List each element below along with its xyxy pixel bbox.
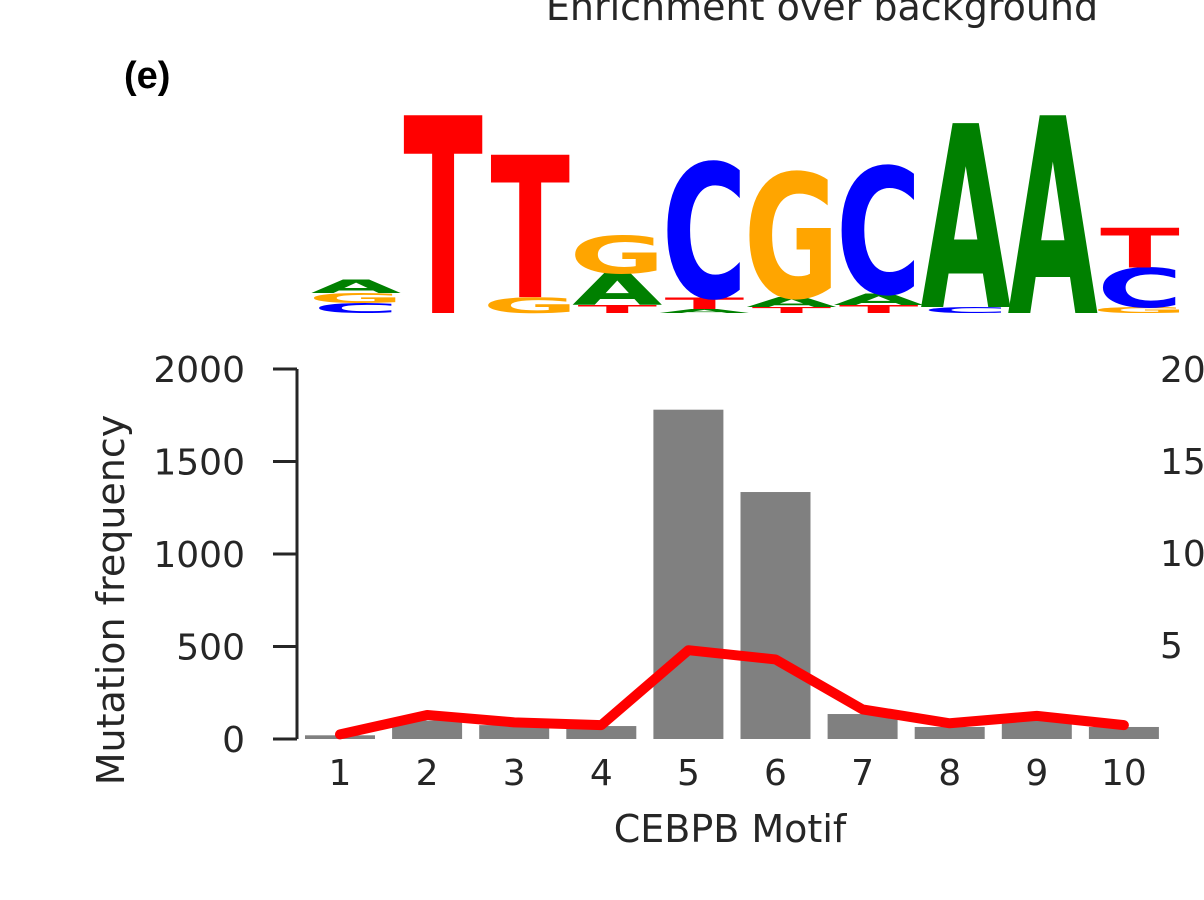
top-title: Enrichment over background	[546, 0, 1098, 29]
bar-9	[1001, 720, 1072, 739]
logo-letter-T: T	[1100, 218, 1180, 281]
bar-2	[392, 720, 463, 739]
x-tick-label: 9	[1025, 753, 1048, 794]
right-axis-tick-label: 10	[1160, 534, 1204, 575]
logo-letter-T: T	[839, 303, 919, 316]
logo-letter-G: G	[308, 291, 404, 307]
bar-7	[827, 714, 898, 739]
logo-letter-G: G	[482, 293, 578, 318]
right-axis-tick-label: 15	[1160, 442, 1204, 483]
logo-letter-C: C	[1097, 258, 1183, 321]
logo-letter-T: T	[403, 62, 483, 378]
x-tick-label: 7	[851, 753, 874, 794]
y-tick-label: 2000	[153, 350, 245, 391]
bar-3	[479, 725, 550, 739]
y-tick-label: 1500	[153, 443, 245, 484]
right-axis-tick-label: 20	[1160, 350, 1204, 391]
x-tick-label: 8	[938, 753, 961, 794]
right-axis-tick-label: 5	[1160, 626, 1183, 667]
logo-letter-C: C	[662, 127, 748, 341]
x-tick-label: 4	[590, 753, 613, 794]
logo-letter-T: T	[578, 303, 658, 316]
bar-10	[1088, 726, 1159, 739]
x-tick-label: 5	[677, 753, 700, 794]
logo-letter-C: C	[313, 300, 399, 316]
logo-letter-A: A	[746, 294, 836, 310]
bar-8	[914, 726, 985, 739]
x-tick-label: 1	[329, 753, 352, 794]
x-tick-label: 3	[503, 753, 526, 794]
mutation-frequency-line	[335, 645, 1129, 740]
y-tick-label: 500	[176, 628, 245, 669]
y-tick-label: 0	[222, 720, 245, 761]
bar-chart: 0 500 1000 1500 2000 1 2 3 4 5 6 7 8 9 10 20 15 10 5 Mut…	[89, 350, 1204, 851]
logo-letter-A: A	[921, 75, 1011, 368]
logo-letter-T: T	[665, 294, 745, 313]
bar-6	[740, 492, 811, 739]
logo-letter-C: C	[923, 305, 1009, 315]
x-tick-label: 6	[764, 753, 787, 794]
panel-label: (e)	[124, 55, 170, 97]
logo-letter-T: T	[490, 116, 570, 343]
x-axis-label: CEBPB Motif	[614, 807, 848, 851]
logo-letter-A: A	[833, 290, 924, 309]
y-axis-label: Mutation frequency	[89, 415, 133, 786]
bar-5	[653, 409, 724, 739]
logo-letter-T: T	[752, 305, 832, 315]
logo-letter-A: A	[572, 265, 662, 316]
logo-letter-A: A	[1008, 62, 1098, 378]
x-tick-label: 10	[1101, 753, 1147, 794]
logo-letter-A: A	[659, 308, 749, 314]
y-tick-label: 1000	[153, 535, 245, 576]
logo-letter-G: G	[1092, 305, 1188, 315]
logo-letter-G: G	[744, 138, 840, 338]
x-tick-label: 2	[416, 753, 439, 794]
logo-letter-G: G	[569, 226, 665, 286]
logo-letter-A: A	[311, 275, 402, 297]
logo-letter-C: C	[836, 132, 922, 334]
